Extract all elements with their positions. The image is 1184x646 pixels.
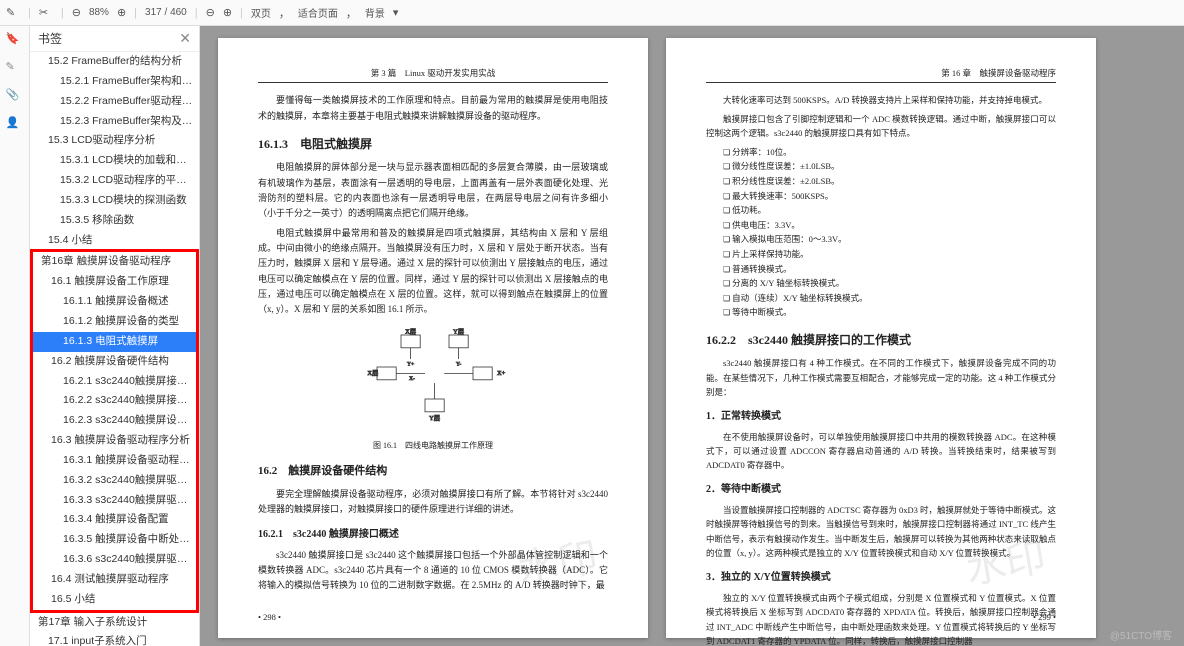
btn-bg[interactable]: 背景	[365, 5, 385, 20]
figure-caption: 图 16.1 四线电路触摸屏工作原理	[258, 439, 608, 453]
svg-text:Y-: Y-	[456, 362, 461, 368]
heading: 16.2.2 s3c2440 触摸屏接口的工作模式	[706, 330, 1056, 350]
svg-text:X层: X层	[405, 328, 417, 336]
toc-item[interactable]: 17.1 input子系统入门	[30, 632, 199, 646]
toc-item[interactable]: 16.1.1 触摸屏设备概述	[33, 292, 196, 312]
feature-list: 分辨率：10位。微分线性度误差：±1.0LSB。积分线性度误差：±2.0LSB。…	[723, 145, 1056, 320]
toc-item[interactable]: 16.3.5 触摸屏设备中断处理函数	[33, 530, 196, 550]
toc-item[interactable]: 15.3.3 LCD模块的探测函数	[30, 191, 199, 211]
toc-item[interactable]: 16.3 触摸屏设备驱动程序分析	[33, 431, 196, 451]
watermark: @51CTO博客	[1110, 627, 1172, 642]
page-header: 第 16 章 触摸屏设备驱动程序	[706, 66, 1056, 83]
svg-text:Y层: Y层	[453, 328, 465, 336]
left-rail: 🔖 ✎ 📎 👤	[0, 26, 30, 646]
page-number: • 299 •	[1033, 610, 1056, 624]
toc-item[interactable]: 第17章 输入子系统设计	[30, 613, 199, 633]
zoom-in[interactable]: ⊕	[117, 6, 126, 19]
bookmark-icon[interactable]: 🔖	[6, 32, 24, 50]
toc-item[interactable]: 第16章 触摸屏设备驱动程序	[33, 252, 196, 272]
svg-text:X+: X+	[497, 370, 506, 377]
page-left: 第 3 篇 Linux 驱动开发实用实战 要懂得每一类触摸屏技术的工作原理和特点…	[218, 38, 648, 638]
user-icon[interactable]: 👤	[6, 116, 24, 134]
highlight-box: 第16章 触摸屏设备驱动程序16.1 触摸屏设备工作原理16.1.1 触摸屏设备…	[30, 249, 199, 612]
svg-text:Y层: Y层	[429, 414, 441, 422]
toc-item[interactable]: 16.1.2 触摸屏设备的类型	[33, 312, 196, 332]
prev-icon[interactable]: ⊖	[206, 6, 215, 19]
toc-tree[interactable]: 15.2 FrameBuffer的结构分析15.2.1 FrameBuffer架…	[30, 52, 199, 646]
tool-icon[interactable]: ✎	[6, 6, 20, 20]
toc-item[interactable]: 16.5 小结	[33, 590, 196, 610]
toc-item[interactable]: 16.3.1 触摸屏设备驱动程序组成	[33, 451, 196, 471]
page-total: 460	[170, 7, 187, 18]
cut-icon[interactable]: ✂	[39, 6, 53, 20]
toc-item[interactable]: 15.2 FrameBuffer的结构分析	[30, 52, 199, 72]
toc-item[interactable]: 16.2.1 s3c2440触摸屏接口概述	[33, 372, 196, 392]
zoom-out[interactable]: ⊖	[72, 6, 81, 19]
close-icon[interactable]: ✕	[179, 30, 191, 47]
next-icon[interactable]: ⊕	[223, 6, 232, 19]
toc-item[interactable]: 15.4 小结	[30, 231, 199, 251]
toc-item[interactable]: 16.2 触摸屏设备硬件结构	[33, 352, 196, 372]
sidebar-title: 书签	[38, 30, 62, 47]
page-header: 第 3 篇 Linux 驱动开发实用实战	[258, 66, 608, 83]
svg-text:X-: X-	[409, 376, 415, 382]
document-viewer[interactable]: 第 3 篇 Linux 驱动开发实用实战 要懂得每一类触摸屏技术的工作原理和特点…	[200, 26, 1184, 646]
heading: 16.1.3 电阻式触摸屏	[258, 134, 608, 154]
toc-item[interactable]: 15.2.2 FrameBuffer驱动程序的实现	[30, 92, 199, 112]
toc-item[interactable]: 16.3.3 s3c2440触摸屏驱动模块的探测函数	[33, 491, 196, 511]
toc-item[interactable]: 16.3.2 s3c2440触摸屏驱动模块的加载和卸载函数	[33, 471, 196, 491]
toolbar: ✎ | ✂ | ⊖ 88% ⊕ | 317 / 460 | ⊖ ⊕ | 双页， …	[0, 0, 1184, 26]
page-cur: 317	[145, 7, 162, 18]
toc-item[interactable]: 16.2.2 s3c2440触摸屏接口的工作模式	[33, 391, 196, 411]
svg-text:X层: X层	[367, 369, 379, 377]
toc-item[interactable]: 15.3.2 LCD驱动程序的平台数据	[30, 171, 199, 191]
btn-dual[interactable]: 双页	[251, 5, 271, 20]
figure-16-1: X层 Y层 X层 X+ Y层 Y+ Y- X-	[258, 325, 608, 430]
page-number: • 298 •	[258, 610, 281, 624]
heading: 16.2 触摸屏设备硬件结构	[258, 462, 608, 481]
page-right: 第 16 章 触摸屏设备驱动程序 大转化速率可达到 500KSPS。A/D 转换…	[666, 38, 1096, 638]
toc-item[interactable]: 16.2.3 s3c2440触摸屏设备寄存器	[33, 411, 196, 431]
toc-item[interactable]: 15.2.1 FrameBuffer架构和其关系	[30, 72, 199, 92]
sidebar: 书签 ✕ 15.2 FrameBuffer的结构分析15.2.1 FrameBu…	[30, 26, 200, 646]
zoom-value: 88%	[89, 7, 109, 18]
toc-item[interactable]: 16.3.6 s3c2440触摸屏驱动模块的remove（）函数	[33, 550, 196, 570]
toc-item[interactable]: 16.4 测试触摸屏驱动程序	[33, 570, 196, 590]
toc-item[interactable]: 15.3 LCD驱动程序分析	[30, 131, 199, 151]
edit-icon[interactable]: ✎	[6, 60, 24, 78]
toc-item[interactable]: 15.2.3 FrameBuffer架构及其关系	[30, 112, 199, 132]
toc-item[interactable]: 15.3.5 移除函数	[30, 211, 199, 231]
svg-text:Y+: Y+	[407, 362, 414, 368]
attach-icon[interactable]: 📎	[6, 88, 24, 106]
toc-item[interactable]: 16.3.4 触摸屏设备配置	[33, 510, 196, 530]
toc-item[interactable]: 16.1.3 电阻式触摸屏	[33, 332, 196, 352]
toc-item[interactable]: 15.3.1 LCD模块的加载和卸载函数	[30, 151, 199, 171]
heading: 16.2.1 s3c2440 触摸屏接口概述	[258, 526, 608, 543]
toc-item[interactable]: 16.1 触摸屏设备工作原理	[33, 272, 196, 292]
btn-fit[interactable]: 适合页面	[298, 5, 338, 20]
